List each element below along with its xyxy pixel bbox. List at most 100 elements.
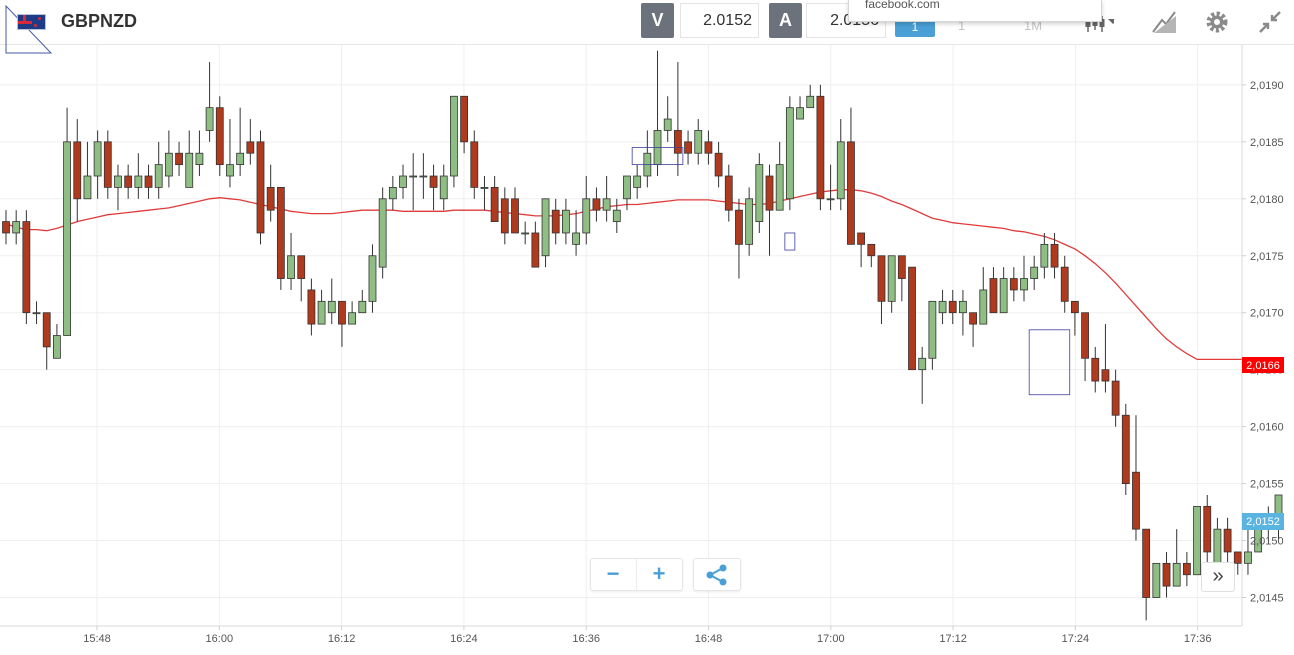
candle (317, 289, 326, 325)
zoom-controls: − + (590, 558, 683, 591)
candle-body (785, 107, 794, 200)
candle-body (847, 141, 855, 245)
candle-body (1050, 243, 1059, 268)
x-tick-label: 16:24 (450, 633, 478, 645)
candle (1223, 517, 1232, 564)
scroll-to-latest-button[interactable]: » (1201, 562, 1235, 592)
candle-body (897, 255, 906, 279)
candle (297, 255, 306, 302)
last-price-tag: 2,0152 (1246, 516, 1280, 528)
candles-layer (2, 50, 1283, 621)
settings-gear-icon[interactable] (1201, 6, 1233, 38)
annotation-box (1028, 329, 1071, 396)
draw-tools-icon[interactable] (1148, 6, 1180, 38)
candle-body (511, 198, 519, 234)
timeframe-prev-button[interactable]: 1 (958, 18, 966, 33)
candle-body (134, 175, 143, 188)
x-tick-label: 17:36 (1184, 633, 1212, 645)
candle (1182, 551, 1191, 587)
candle (134, 153, 143, 199)
candle-body (83, 175, 92, 200)
candle (948, 289, 957, 325)
candle (643, 130, 652, 188)
candle-body (2, 221, 10, 234)
candle-body (256, 141, 265, 234)
candle (205, 62, 214, 142)
instrument-symbol[interactable]: GBPNZD (61, 11, 137, 31)
candle (531, 221, 540, 268)
candle-body (205, 107, 214, 131)
candle-body (602, 198, 611, 211)
candle-body (1142, 528, 1151, 598)
share-icon[interactable] (694, 559, 740, 590)
candle-body (317, 300, 326, 325)
candle-body (42, 312, 51, 348)
candle (1101, 324, 1110, 393)
candle-body (551, 209, 560, 234)
candle (633, 164, 642, 199)
candle-body (1233, 551, 1242, 564)
candle-body (215, 107, 224, 166)
candle (83, 141, 92, 200)
candle (287, 232, 295, 290)
candle-body (1213, 528, 1222, 564)
ma-price-tag: 2,0166 (1246, 360, 1280, 372)
candle-body (175, 152, 183, 166)
x-tick-label: 17:24 (1062, 633, 1090, 645)
candle (480, 176, 489, 211)
candle (22, 210, 31, 325)
candle-body (1193, 505, 1201, 576)
candle-body (1223, 528, 1232, 553)
candle-body (124, 175, 133, 188)
zoom-in-button[interactable]: + (636, 559, 681, 590)
chart-grid (0, 45, 1242, 626)
candle (562, 198, 570, 245)
candle-body (999, 278, 1008, 314)
candle-body (541, 198, 550, 257)
candle-body (1132, 471, 1140, 530)
candle-body (572, 232, 580, 245)
candle-body (63, 141, 71, 336)
share-control (693, 558, 741, 591)
candle (887, 255, 896, 313)
buy-label[interactable]: A (769, 3, 802, 38)
zoom-out-button[interactable]: − (606, 561, 620, 586)
candle (1091, 346, 1100, 393)
collapse-icon[interactable] (1254, 6, 1286, 38)
candle-body (419, 175, 428, 178)
candle-body (735, 209, 743, 245)
candle-body (663, 118, 672, 131)
candle (684, 130, 692, 165)
candle (439, 164, 448, 211)
candle-body (1152, 562, 1161, 598)
candle (602, 176, 611, 222)
timeframe-active-button[interactable]: 1 (895, 18, 935, 37)
candle (470, 130, 479, 199)
corner-triangle-icon (5, 5, 53, 54)
candle (521, 221, 530, 245)
candle (541, 198, 550, 268)
moving-average-layer (5, 189, 1242, 361)
candle-body (368, 255, 377, 302)
candle (592, 187, 601, 222)
candle (653, 50, 662, 177)
candle (195, 130, 204, 177)
sell-label[interactable]: V (641, 3, 674, 38)
candle-body (745, 198, 754, 245)
candle (246, 119, 255, 165)
candle-body (592, 198, 601, 211)
y-tick-label: 2,0180 (1250, 194, 1284, 206)
candle (745, 187, 754, 256)
candle (969, 312, 977, 347)
candle-body (439, 175, 448, 200)
candle (175, 141, 183, 177)
candle-body (908, 266, 916, 371)
candle-body (490, 187, 499, 222)
facebook-popup[interactable]: facebook.com (848, 0, 1102, 22)
candle (12, 210, 21, 245)
candle-body (1244, 551, 1252, 564)
candle-body (32, 312, 41, 315)
sell-price[interactable]: 2.0152 (680, 3, 759, 38)
candle (490, 176, 499, 222)
